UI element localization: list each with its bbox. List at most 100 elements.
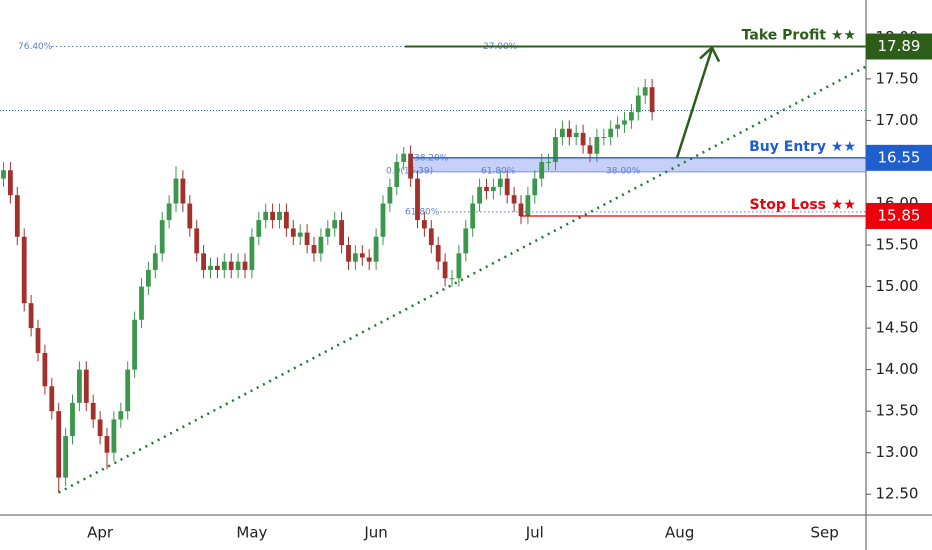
x-tick-label: Jun — [363, 524, 387, 542]
y-tick-label: 17.00 — [876, 111, 919, 129]
candle-body — [622, 120, 627, 125]
candle-body — [629, 112, 634, 121]
candle-body — [256, 220, 262, 237]
candle-body — [14, 195, 20, 237]
candle-body — [477, 186, 482, 204]
x-tick-label: Apr — [87, 524, 114, 542]
candle-body — [242, 261, 248, 270]
candle-body — [387, 186, 393, 204]
x-tick-label: Jul — [525, 524, 544, 542]
candle-body — [70, 402, 75, 437]
candle-body — [228, 261, 234, 270]
candle-body — [449, 278, 455, 280]
candle-body — [649, 87, 655, 113]
fib-level-label: 76.40% — [18, 42, 53, 52]
candle-body — [456, 253, 462, 279]
candle-body — [470, 203, 476, 229]
candle-body — [415, 178, 420, 221]
candle-body — [373, 236, 379, 262]
y-tick-label: 17.50 — [876, 69, 919, 87]
price-tag — [866, 144, 932, 171]
candle-body — [484, 186, 489, 192]
candle-body — [566, 128, 572, 138]
candle-body — [442, 261, 448, 279]
candle-body — [284, 211, 289, 229]
x-tick-label: Sep — [810, 524, 838, 542]
candle-body — [125, 369, 131, 412]
x-tick-label: May — [236, 524, 267, 542]
candle-body — [215, 265, 220, 270]
candle-body — [77, 369, 82, 403]
arrow — [675, 48, 714, 159]
candle-body — [42, 353, 48, 387]
candle-body — [277, 211, 282, 221]
price-tag — [866, 202, 932, 229]
price-tag-label: 16.55 — [878, 148, 921, 166]
candle-body — [235, 261, 241, 270]
candle-body — [297, 232, 303, 237]
candle-body — [311, 245, 317, 254]
candle-body — [139, 286, 144, 320]
candle-body — [201, 253, 206, 270]
candle-body — [491, 186, 496, 192]
y-tick-label: 14.00 — [876, 360, 919, 378]
fib-level-label: 38.00% — [606, 167, 641, 177]
candle-body — [118, 411, 124, 420]
candle-body — [152, 253, 158, 270]
candle-body — [463, 228, 469, 254]
price-tag — [866, 33, 932, 60]
candle-body — [408, 153, 413, 179]
fib-level-label: 61.80% — [405, 207, 440, 217]
candle-body — [194, 228, 200, 254]
annotation-label: Take Profit ★★ — [742, 28, 856, 44]
candle-body — [173, 178, 179, 204]
candle-body — [8, 170, 13, 196]
candle-body — [504, 178, 510, 196]
candle-body — [339, 220, 344, 246]
arrow-head — [699, 45, 721, 63]
candle-body — [635, 95, 641, 113]
candle-body — [304, 232, 310, 246]
candle-body — [270, 211, 275, 221]
candle-body — [325, 228, 331, 237]
candle-body — [104, 436, 110, 453]
candle-body — [263, 211, 269, 221]
candle-body — [394, 161, 400, 187]
price-tag-label: 15.85 — [878, 206, 921, 224]
candle-body — [97, 419, 103, 437]
candle-body — [594, 137, 600, 154]
candle-body — [587, 145, 593, 154]
candle-body — [428, 228, 434, 246]
candle-body — [560, 128, 565, 138]
trendline — [58, 65, 867, 494]
candle-body — [159, 220, 165, 254]
candle-body — [332, 220, 338, 229]
candle-body — [422, 220, 427, 229]
candle-body — [249, 236, 255, 270]
y-tick-label: 15.50 — [876, 236, 919, 254]
candle-body — [580, 132, 586, 146]
candle-body — [208, 265, 213, 270]
candle-body — [180, 178, 186, 204]
candle-body — [346, 245, 351, 262]
candle-body — [83, 369, 89, 403]
candle-body — [366, 257, 372, 262]
candle-body — [63, 436, 68, 478]
annotation-label: Buy Entry ★★ — [749, 139, 856, 155]
candle-body — [132, 319, 137, 370]
candle-body — [187, 203, 193, 229]
candle-body — [546, 161, 551, 163]
candle-body — [21, 236, 27, 304]
x-tick-label: Aug — [665, 524, 694, 542]
candle-body — [146, 269, 151, 287]
candle-body — [497, 178, 503, 187]
candle-body — [353, 253, 358, 262]
y-tick-label: 12.50 — [876, 485, 919, 503]
candle-body — [90, 402, 96, 420]
candle-body — [525, 195, 531, 216]
candle-body — [608, 128, 614, 138]
candle-body — [615, 124, 620, 129]
candle-body — [511, 195, 517, 204]
candle-body — [221, 261, 227, 270]
